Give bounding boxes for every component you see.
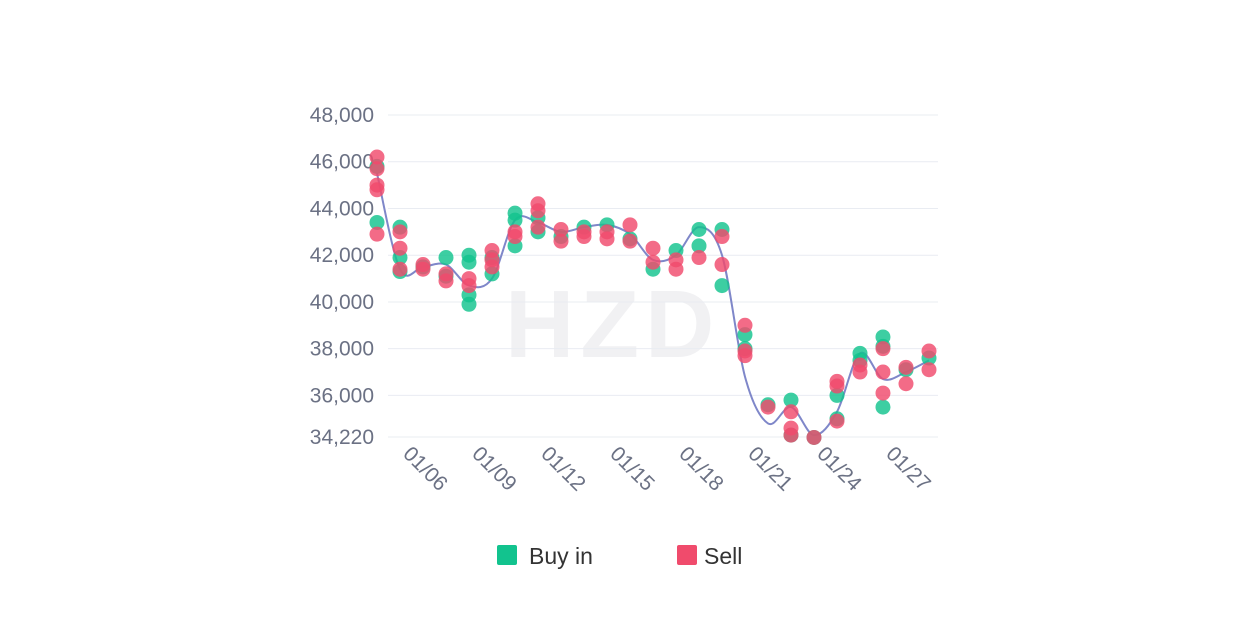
- point-buy-in[interactable]: [438, 250, 454, 266]
- point-sell[interactable]: [392, 240, 408, 256]
- x-tick-label: 01/06: [398, 442, 451, 495]
- point-sell[interactable]: [806, 429, 822, 445]
- y-tick-label: 40,000: [310, 291, 374, 314]
- point-buy-in[interactable]: [461, 296, 477, 312]
- x-axis: 01/06 01/09 01/12 01/15 01/18 01/21 01/24 01/27: [398, 442, 934, 496]
- point-sell[interactable]: [461, 278, 477, 294]
- y-tick-label: 44,000: [310, 197, 374, 220]
- x-tick-label: 01/12: [536, 442, 589, 495]
- point-buy-in[interactable]: [714, 278, 730, 294]
- point-sell[interactable]: [484, 259, 500, 275]
- legend-label-buy-in: Buy in: [529, 543, 593, 569]
- legend-item-sell[interactable]: Sell: [677, 543, 742, 569]
- point-sell[interactable]: [921, 362, 937, 378]
- legend-swatch-sell: [677, 545, 697, 565]
- point-sell[interactable]: [783, 427, 799, 443]
- point-buy-in[interactable]: [783, 392, 799, 408]
- point-sell[interactable]: [530, 219, 546, 235]
- watermark: HZD: [505, 271, 720, 378]
- point-sell[interactable]: [553, 233, 569, 249]
- x-tick-label: 01/24: [812, 442, 866, 496]
- point-sell[interactable]: [875, 364, 891, 380]
- point-sell[interactable]: [829, 413, 845, 429]
- point-buy-in[interactable]: [691, 221, 707, 237]
- point-sell[interactable]: [829, 378, 845, 394]
- x-tick-label: 01/18: [674, 442, 727, 495]
- point-sell[interactable]: [737, 317, 753, 333]
- point-sell[interactable]: [875, 341, 891, 357]
- legend-item-buy-in[interactable]: Buy in: [497, 543, 593, 569]
- point-sell[interactable]: [369, 182, 385, 198]
- point-sell[interactable]: [737, 348, 753, 364]
- point-sell[interactable]: [714, 229, 730, 245]
- x-tick-label: 01/09: [467, 442, 520, 495]
- point-sell[interactable]: [898, 359, 914, 375]
- y-tick-label: 46,000: [310, 151, 374, 174]
- x-tick-label: 01/21: [743, 442, 796, 495]
- point-buy-in[interactable]: [461, 254, 477, 270]
- grid: [388, 114, 938, 438]
- point-sell[interactable]: [875, 385, 891, 401]
- point-sell[interactable]: [438, 273, 454, 289]
- point-buy-in[interactable]: [875, 399, 891, 415]
- point-sell[interactable]: [415, 261, 431, 277]
- legend-label-sell: Sell: [704, 543, 742, 569]
- y-tick-label: 42,000: [310, 244, 374, 267]
- point-sell[interactable]: [553, 221, 569, 237]
- point-sell[interactable]: [645, 254, 661, 270]
- point-sell[interactable]: [369, 226, 385, 242]
- y-tick-label: 38,000: [310, 338, 374, 361]
- point-sell[interactable]: [530, 203, 546, 219]
- legend[interactable]: Buy in Sell: [497, 543, 742, 569]
- point-sell[interactable]: [599, 231, 615, 247]
- point-sell[interactable]: [576, 229, 592, 245]
- point-sell[interactable]: [668, 261, 684, 277]
- y-axis: 48,000 46,000 44,000 42,000 40,000 38,000 36,0…: [310, 104, 374, 449]
- point-buy-in[interactable]: [691, 238, 707, 254]
- point-sell[interactable]: [921, 343, 937, 359]
- point-sell[interactable]: [392, 261, 408, 277]
- point-sell[interactable]: [691, 250, 707, 266]
- point-sell[interactable]: [622, 217, 638, 233]
- x-tick-label: 01/27: [881, 442, 934, 495]
- point-sell[interactable]: [783, 404, 799, 420]
- point-sell[interactable]: [369, 149, 385, 165]
- point-sell[interactable]: [392, 224, 408, 240]
- point-sell[interactable]: [369, 161, 385, 177]
- point-sell[interactable]: [898, 376, 914, 392]
- point-buy-in[interactable]: [369, 214, 385, 230]
- y-tick-label: 34,220: [310, 426, 374, 449]
- point-sell[interactable]: [507, 229, 523, 245]
- data-points: [369, 149, 937, 445]
- point-sell[interactable]: [714, 257, 730, 273]
- point-sell[interactable]: [622, 233, 638, 249]
- point-sell[interactable]: [645, 240, 661, 256]
- point-sell[interactable]: [852, 364, 868, 380]
- y-tick-label: 36,000: [310, 384, 374, 407]
- legend-swatch-buy-in: [497, 545, 517, 565]
- point-buy-in[interactable]: [507, 212, 523, 228]
- point-sell[interactable]: [760, 399, 776, 415]
- y-tick-label: 48,000: [310, 104, 374, 127]
- x-tick-label: 01/15: [605, 442, 658, 495]
